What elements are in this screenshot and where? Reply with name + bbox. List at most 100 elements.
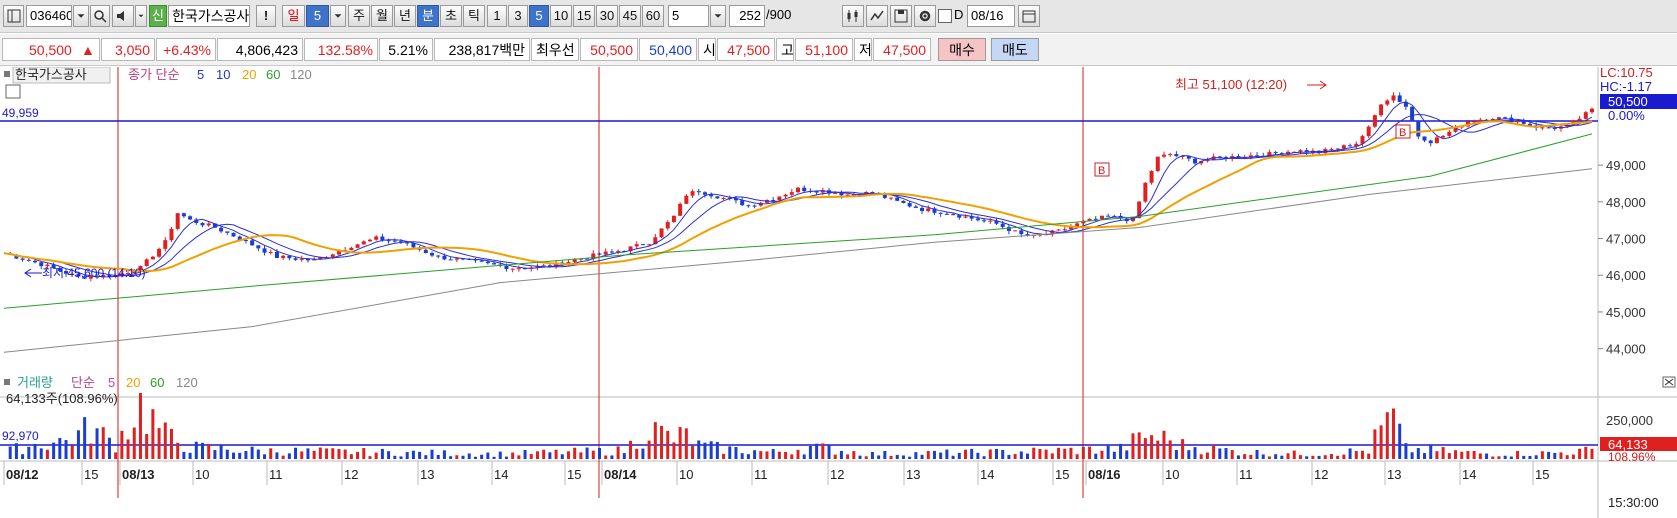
- interval-15[interactable]: 15: [573, 5, 595, 27]
- date-input[interactable]: 08/16: [967, 5, 1015, 27]
- high-annotation: 최고 51,100 (12:20): [1175, 77, 1287, 92]
- tab-week[interactable]: 주: [348, 5, 370, 27]
- gear-icon[interactable]: [914, 5, 936, 27]
- candle-body: [126, 272, 131, 274]
- interval-input[interactable]: 5: [668, 5, 709, 27]
- volume-bar: [852, 451, 856, 459]
- volume-bar: [269, 448, 273, 459]
- day-dropdown-icon[interactable]: [330, 5, 346, 27]
- x-hour-label: 14: [980, 467, 994, 482]
- bar-count-input[interactable]: 252: [729, 5, 765, 27]
- candle-body: [33, 260, 38, 263]
- candle-body: [814, 191, 819, 193]
- candle-body: [684, 195, 689, 204]
- candle-body: [957, 215, 962, 218]
- volume-bar: [653, 422, 657, 459]
- tab-minute[interactable]: 분: [417, 5, 439, 27]
- volume-bar: [1553, 452, 1557, 459]
- speaker-dropdown-icon[interactable]: [135, 5, 147, 27]
- best-ask: 50,500: [580, 38, 638, 61]
- calendar-glyph: [1022, 10, 1036, 23]
- candle-body: [1478, 119, 1483, 122]
- volume-tag-box: [1600, 437, 1677, 451]
- candle-body: [541, 265, 546, 267]
- volume-bar: [1491, 456, 1495, 459]
- volume-bar: [325, 448, 329, 459]
- candle-body: [1329, 149, 1334, 151]
- candle-body: [1137, 201, 1142, 219]
- chart-area[interactable]: 49,000 48,000 47,000 46,000 45,000 44,000 250,…: [0, 67, 1677, 518]
- candle-body: [374, 236, 379, 240]
- buy-button[interactable]: 매수: [938, 38, 986, 61]
- sell-button[interactable]: 매도: [991, 38, 1039, 61]
- candle-body: [1447, 131, 1452, 136]
- candle-body: [678, 203, 683, 216]
- candle-body: [1050, 230, 1055, 235]
- candle-body: [405, 242, 410, 244]
- table-toggle-icon[interactable]: [5, 84, 21, 99]
- candle-body: [1149, 171, 1154, 183]
- tab-month[interactable]: 월: [371, 5, 393, 27]
- volume-bar: [1280, 455, 1284, 459]
- candle-body: [262, 248, 267, 253]
- search-icon[interactable]: [90, 5, 110, 27]
- interval-30[interactable]: 30: [596, 5, 618, 27]
- legend-ma60: 60: [266, 67, 280, 82]
- interval-dropdown-icon[interactable]: [710, 5, 726, 27]
- candle-body: [312, 259, 317, 261]
- tab-tick[interactable]: 틱: [463, 5, 485, 27]
- candle-body: [1335, 148, 1340, 150]
- candle-body: [243, 240, 248, 242]
- interval-5[interactable]: 5: [529, 5, 549, 27]
- date-checkbox[interactable]: [938, 9, 952, 23]
- candle-body: [1000, 223, 1005, 227]
- candle-body: [901, 200, 906, 204]
- candlestick-chart[interactable]: 49,000 48,000 47,000 46,000 45,000 44,000 250,…: [0, 67, 1677, 518]
- volume-ref-label: 92,970: [2, 429, 39, 443]
- volume-bar: [163, 422, 167, 459]
- trend-tool-icon[interactable]: [866, 5, 888, 27]
- calendar-icon[interactable]: [1018, 5, 1040, 27]
- volume-bar: [939, 452, 943, 459]
- volume-bar: [765, 451, 769, 459]
- volume-bar: [436, 454, 440, 459]
- tab-day[interactable]: 일: [282, 5, 305, 27]
- tab-day-count[interactable]: 5: [306, 5, 329, 27]
- stock-name-field[interactable]: 한국가스공사: [168, 5, 250, 27]
- volume-bar: [14, 443, 18, 459]
- interval-1[interactable]: 1: [487, 5, 507, 27]
- tab-second[interactable]: 초: [440, 5, 462, 27]
- volume-bar: [529, 454, 533, 459]
- candle-body: [640, 244, 645, 246]
- candle-body: [789, 192, 794, 195]
- volume-bar: [932, 450, 936, 459]
- interval-45[interactable]: 45: [619, 5, 641, 27]
- candle-body: [616, 250, 621, 252]
- volume-bar: [1181, 439, 1185, 459]
- save-icon[interactable]: [890, 5, 912, 27]
- volume-bar: [1026, 453, 1030, 459]
- moving-average-line-5: [3, 101, 1593, 278]
- interval-10[interactable]: 10: [550, 5, 572, 27]
- tab-year[interactable]: 년: [394, 5, 416, 27]
- interval-3[interactable]: 3: [508, 5, 528, 27]
- stock-code-input[interactable]: 036460: [26, 5, 72, 27]
- candle-body: [740, 200, 745, 206]
- indicator-icon[interactable]: [842, 5, 864, 27]
- candle-body: [231, 232, 236, 237]
- volume-bar: [405, 452, 409, 459]
- volume-bar: [1162, 430, 1166, 459]
- layout-icon[interactable]: [3, 5, 24, 27]
- volume-bar: [1466, 451, 1470, 459]
- best-quote-label: 최우선: [531, 38, 579, 61]
- candle-body: [219, 227, 224, 232]
- volume-bar: [1454, 450, 1458, 459]
- interval-60[interactable]: 60: [642, 5, 664, 27]
- volume-bar: [120, 430, 124, 459]
- volume-bar: [411, 450, 415, 459]
- candle-body: [1081, 220, 1086, 224]
- code-dropdown-icon[interactable]: [73, 5, 89, 27]
- speaker-icon[interactable]: [112, 5, 134, 27]
- alert-button[interactable]: !: [256, 5, 276, 27]
- volume-bar: [312, 450, 316, 459]
